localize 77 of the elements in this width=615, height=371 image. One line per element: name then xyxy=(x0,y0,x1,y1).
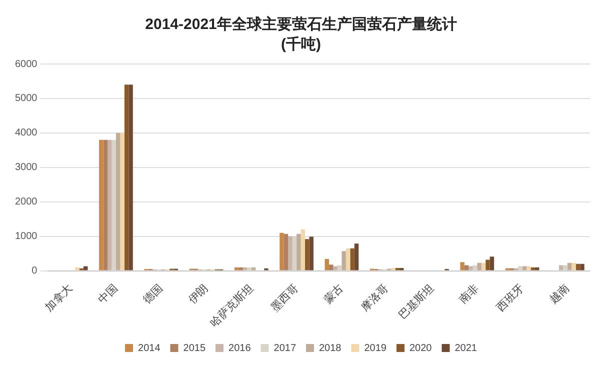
legend-label: 2014 xyxy=(138,342,161,354)
bar xyxy=(124,84,129,270)
bar xyxy=(120,132,124,270)
bar xyxy=(518,266,522,270)
bar xyxy=(346,248,350,270)
x-tick-label: 巴基斯坦 xyxy=(396,282,436,322)
chart-subtitle: (千吨) xyxy=(281,36,321,54)
bar xyxy=(309,236,314,270)
legend-label: 2019 xyxy=(364,342,387,354)
legend-label: 2018 xyxy=(319,342,342,354)
y-tick-label: 2000 xyxy=(14,196,38,208)
bar xyxy=(75,267,80,270)
legend-label: 2020 xyxy=(409,342,432,354)
bar xyxy=(296,234,301,270)
bar xyxy=(280,232,284,270)
bar xyxy=(84,266,88,270)
x-tick-label: 蒙古 xyxy=(321,282,346,306)
bar xyxy=(128,84,133,270)
chart-title: 2014-2021年全球主要萤石生产国萤石产量统计 xyxy=(145,15,457,34)
x-tick-label: 摩洛哥 xyxy=(358,282,392,314)
x-tick-label: 南非 xyxy=(456,282,482,306)
bar xyxy=(324,259,329,270)
bar xyxy=(103,140,108,270)
bar xyxy=(350,248,354,270)
bar xyxy=(526,266,531,270)
bar xyxy=(292,236,297,270)
legend-label: 2021 xyxy=(454,342,478,354)
bar xyxy=(558,265,564,270)
bar xyxy=(490,256,494,270)
x-tick-label: 加拿大 xyxy=(42,282,76,314)
bar xyxy=(284,234,288,270)
x-tick-label: 西班牙 xyxy=(494,282,527,314)
bar xyxy=(563,265,568,270)
bar xyxy=(108,140,112,270)
bar xyxy=(333,266,338,270)
bar xyxy=(342,251,346,270)
bar xyxy=(572,262,576,270)
bar xyxy=(300,229,306,270)
x-tick-label: 墨西哥 xyxy=(268,282,301,314)
bar xyxy=(337,265,342,270)
bar xyxy=(481,262,486,270)
bar xyxy=(112,140,116,270)
bar xyxy=(477,262,482,270)
bar xyxy=(99,140,104,270)
y-tick-label: 6000 xyxy=(14,58,38,70)
legend-label: 2017 xyxy=(274,342,296,354)
bar xyxy=(247,267,252,270)
bar xyxy=(234,267,239,270)
legend-label: 2015 xyxy=(183,342,206,354)
y-tick-label: 5000 xyxy=(14,93,38,104)
y-tick-label: 4000 xyxy=(14,128,38,139)
bar xyxy=(567,262,572,270)
bar xyxy=(251,267,256,270)
legend-label: 2016 xyxy=(228,342,252,354)
bar xyxy=(238,267,243,270)
x-tick-label: 中国 xyxy=(95,282,120,306)
bar xyxy=(460,262,464,270)
bar xyxy=(242,267,248,270)
bar xyxy=(468,266,473,270)
bar xyxy=(288,236,292,270)
bar xyxy=(534,267,540,270)
y-tick-label: 1000 xyxy=(14,231,38,242)
bar xyxy=(472,265,478,270)
y-tick-label: 0 xyxy=(32,266,38,277)
bar xyxy=(116,132,120,270)
x-tick-label: 越南 xyxy=(546,282,572,306)
x-tick-label: 德国 xyxy=(141,282,166,306)
bar xyxy=(354,244,359,270)
bar xyxy=(464,265,469,270)
bar xyxy=(530,267,535,270)
bar xyxy=(580,264,584,270)
y-tick-label: 3000 xyxy=(14,162,38,174)
bar xyxy=(329,264,334,270)
bar xyxy=(305,239,310,270)
bar xyxy=(522,266,527,270)
bar xyxy=(486,260,490,270)
bar xyxy=(576,264,580,270)
